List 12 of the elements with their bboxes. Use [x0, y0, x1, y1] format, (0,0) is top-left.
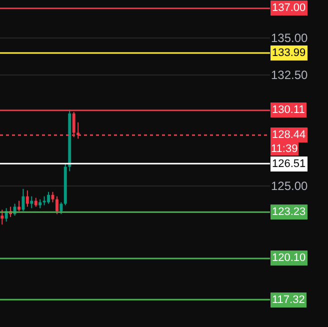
ref-line-label: 133.99 — [272, 47, 306, 59]
y-tick-label: 135.00 — [271, 31, 308, 46]
ref-line-label: 123.23 — [272, 206, 306, 218]
ref-line-label: 128.44 — [272, 129, 306, 141]
ref-line-label: 130.11 — [272, 104, 305, 116]
y-tick-label: 132.50 — [271, 68, 308, 82]
ref-line-label: 126.51 — [272, 158, 306, 170]
ref-line-label: 137.00 — [272, 2, 306, 14]
y-tick-label: 125.00 — [271, 179, 308, 194]
ref-line-label: 120.10 — [272, 252, 306, 264]
ref-line-label: 117.32 — [272, 294, 305, 306]
text: 11:39 — [271, 143, 298, 155]
